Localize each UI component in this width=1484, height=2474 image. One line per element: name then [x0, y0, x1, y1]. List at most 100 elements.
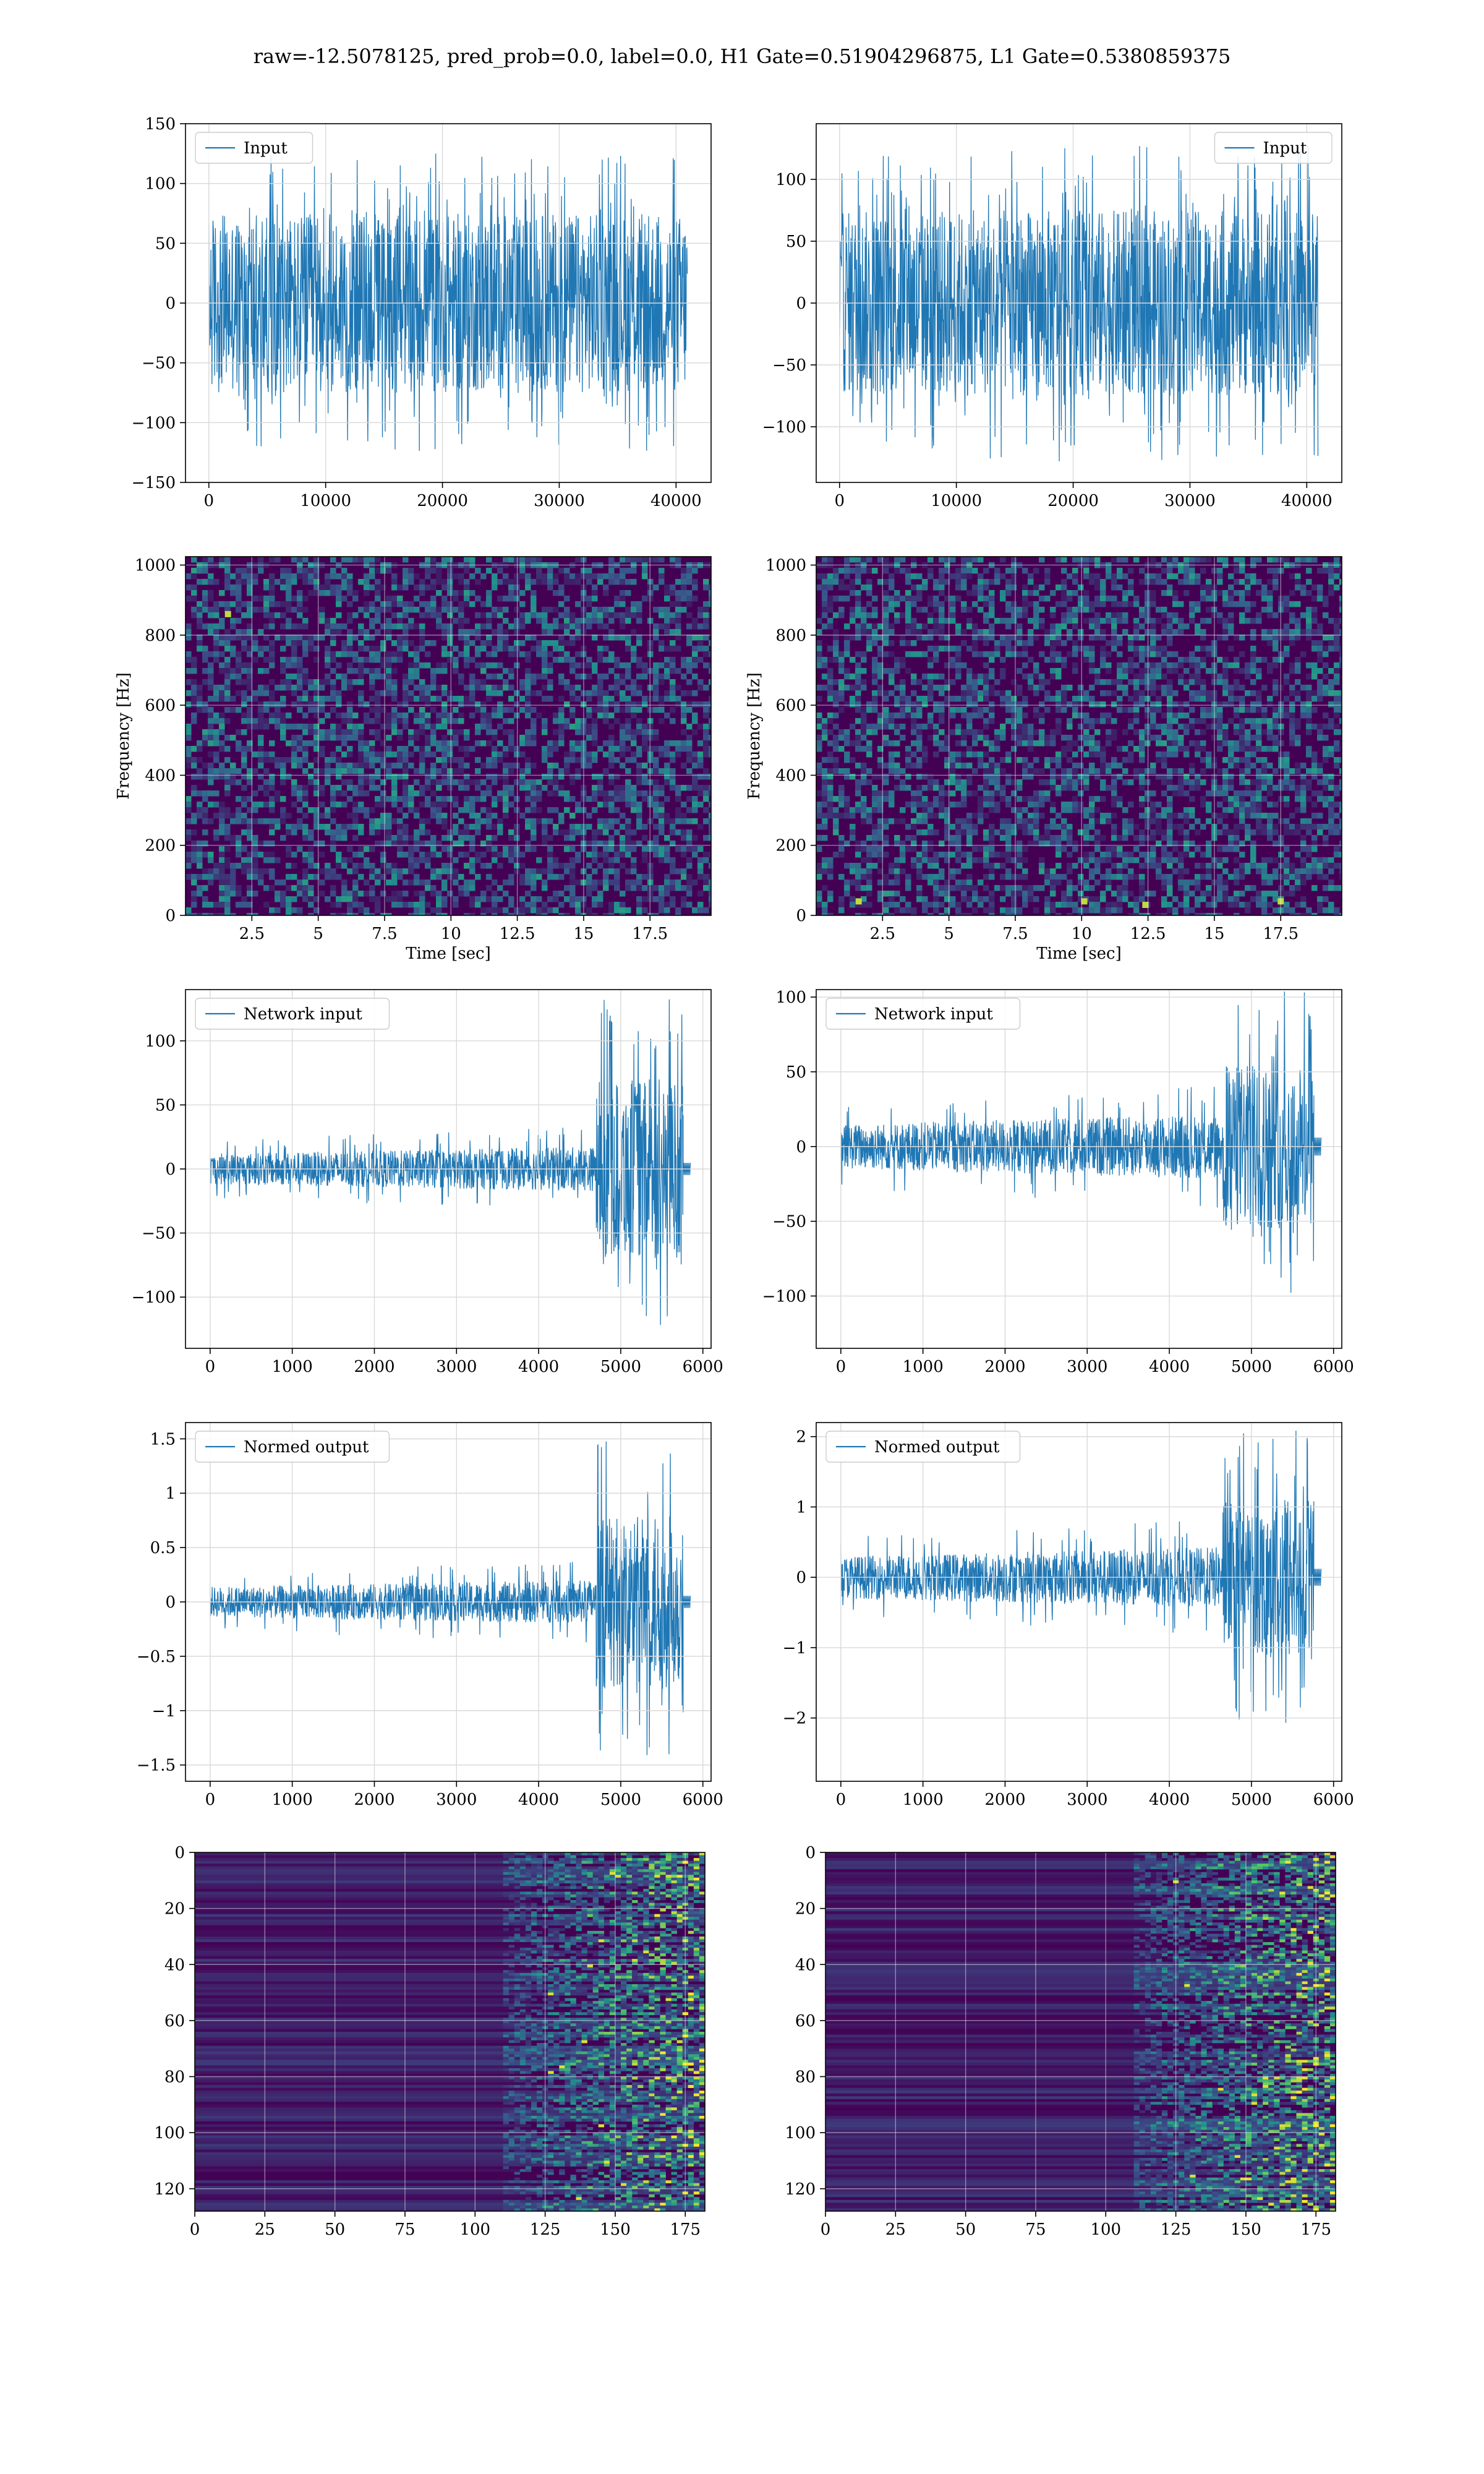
- spectrogram-cell: [838, 685, 845, 691]
- spectrogram-cell: [458, 601, 464, 607]
- spectrogram-cell: [1067, 635, 1073, 641]
- spectrogram-cell: [631, 880, 637, 886]
- spectrogram-cell: [252, 657, 258, 663]
- spectrogram-cell: [464, 835, 470, 841]
- spectrogram-cell: [1183, 685, 1190, 691]
- spectrogram-cell: [620, 612, 626, 618]
- spectrogram-cell: [447, 729, 453, 735]
- spectrogram-cell: [286, 601, 292, 607]
- spectrogram-cell: [978, 629, 984, 635]
- spectrogram-cell: [1311, 707, 1318, 713]
- spectrogram-cell: [1017, 685, 1023, 691]
- spectrogram-cell: [364, 573, 370, 580]
- spectrogram-cell: [697, 657, 704, 663]
- spectrogram-cell: [258, 880, 264, 886]
- spectrogram-cell: [1217, 557, 1223, 563]
- spectrogram-cell: [480, 796, 487, 802]
- spectrogram-cell: [664, 796, 670, 802]
- spectrogram-cell: [827, 679, 834, 685]
- spectrogram-cell: [1055, 635, 1062, 641]
- spectrogram-cell: [230, 768, 236, 774]
- spectrogram-cell: [347, 646, 353, 652]
- spectrogram-cell: [1111, 701, 1117, 708]
- spectrogram-cell: [1005, 651, 1012, 657]
- spectrogram-cell: [625, 718, 631, 724]
- spectrogram-cell: [519, 902, 526, 908]
- spectrogram-cell: [197, 701, 203, 708]
- spectrogram-cell: [1039, 596, 1045, 602]
- x-tick-label: 20000: [1047, 492, 1099, 510]
- spectrogram-cell: [586, 735, 592, 741]
- spectrogram-cell: [525, 740, 531, 747]
- spectrogram-cell: [375, 874, 381, 880]
- spectrogram-cell: [542, 885, 548, 891]
- legend-label: Input: [1263, 139, 1307, 158]
- spectrogram-cell: [202, 913, 208, 915]
- spectrogram-cell: [208, 790, 214, 797]
- spectrogram-cell: [208, 729, 214, 735]
- spectrogram-cell: [247, 824, 253, 830]
- spectrogram-cell: [642, 874, 648, 880]
- spectrogram-cell: [547, 573, 553, 580]
- spectrogram-cell: [686, 623, 693, 630]
- spectrogram-cell: [313, 646, 320, 652]
- spectrogram-cell: [1284, 623, 1290, 630]
- spectrogram-cell: [670, 707, 676, 713]
- spectrogram-cell: [297, 785, 303, 791]
- spectrogram-cell: [486, 813, 492, 819]
- spectrogram-cell: [575, 913, 581, 915]
- spectrogram-cell: [352, 635, 359, 641]
- spectrogram-cell: [653, 779, 659, 785]
- spectrogram-cell: [408, 857, 414, 863]
- spectrogram-cell: [608, 713, 615, 719]
- spectrogram-cell: [291, 607, 297, 613]
- spectrogram-cell: [575, 757, 581, 763]
- spectrogram-cell: [263, 690, 270, 696]
- spectrogram-cell: [508, 590, 514, 596]
- spectrogram-cell: [1278, 707, 1284, 713]
- spectrogram-cell: [503, 891, 509, 897]
- spectrogram-cell: [380, 863, 386, 869]
- spectrogram-cell: [403, 718, 409, 724]
- spectrogram-cell: [1306, 662, 1312, 669]
- spectrogram-cell: [419, 841, 425, 847]
- spectrogram-cell: [972, 685, 978, 691]
- spectrogram-cell: [269, 590, 275, 596]
- spectrogram-cell: [592, 685, 598, 691]
- spectrogram-cell: [1083, 568, 1090, 574]
- spectrogram-cell: [519, 852, 526, 858]
- spectrogram-cell: [330, 590, 336, 596]
- spectrogram-cell: [1234, 696, 1240, 702]
- spectrogram-cell: [703, 618, 709, 624]
- spectrogram-cell: [241, 774, 247, 780]
- spectrogram-cell: [291, 785, 297, 791]
- spectrogram-cell: [313, 896, 320, 902]
- spectrogram-cell: [625, 696, 631, 702]
- spectrogram-cell: [664, 623, 670, 630]
- spectrogram-cell: [608, 562, 615, 568]
- spectrogram-cell: [531, 885, 537, 891]
- spectrogram-cell: [1150, 713, 1156, 719]
- spectrogram-cell: [186, 852, 192, 858]
- spectrogram-cell: [861, 607, 867, 613]
- spectrogram-cell: [1234, 685, 1240, 691]
- spectrogram-cell: [855, 590, 861, 596]
- spectrogram-cell: [352, 880, 359, 886]
- spectrogram-cell: [670, 902, 676, 908]
- spectrogram-cell: [202, 679, 208, 685]
- spectrogram-cell: [670, 690, 676, 696]
- spectrogram-cell: [620, 568, 626, 574]
- spectrogram-cell: [1228, 690, 1234, 696]
- spectrogram-cell: [670, 668, 676, 674]
- spectrogram-cell: [302, 690, 309, 696]
- spectrogram-cell: [614, 874, 620, 880]
- spectrogram-cell: [508, 707, 514, 713]
- spectrogram-cell: [263, 601, 270, 607]
- spectrogram-cell: [569, 813, 576, 819]
- spectrogram-cell: [364, 813, 370, 819]
- spectrogram-cell: [336, 802, 342, 808]
- spectrogram-cell: [352, 713, 359, 719]
- spectrogram-cell: [536, 913, 542, 915]
- spectrogram-cell: [302, 696, 309, 702]
- spectrogram-cell: [597, 841, 603, 847]
